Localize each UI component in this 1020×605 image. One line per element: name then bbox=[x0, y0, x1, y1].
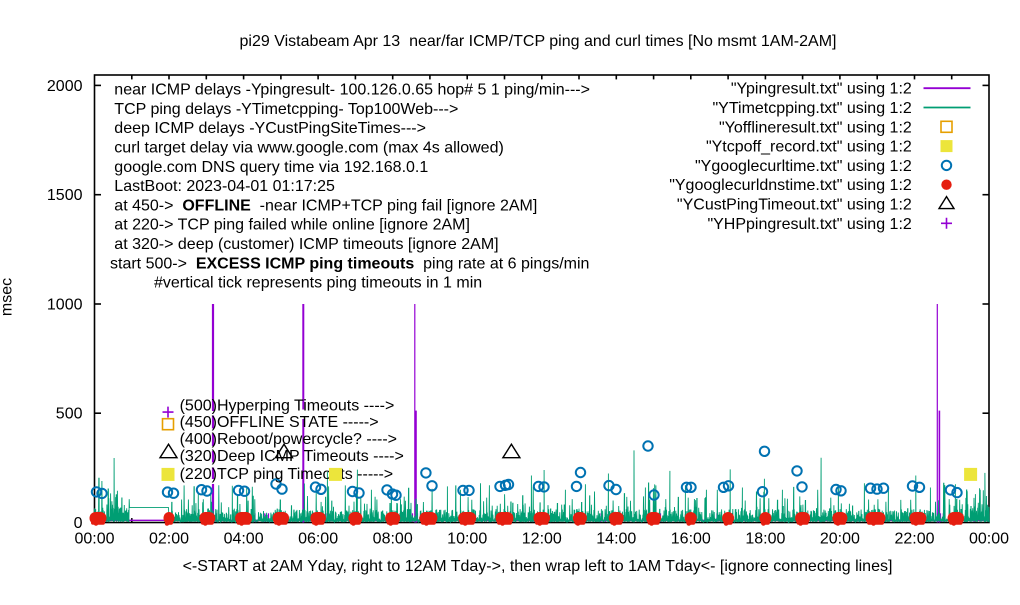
svg-text:02:00: 02:00 bbox=[149, 531, 189, 548]
svg-text:1500: 1500 bbox=[47, 187, 83, 204]
svg-text:12:00: 12:00 bbox=[522, 531, 562, 548]
svg-text:1000: 1000 bbox=[47, 297, 83, 314]
svg-text:deep ICMP delays -YCustPingSit: deep ICMP delays -YCustPingSiteTimes---> bbox=[114, 120, 426, 137]
svg-text:(500)Hyperping Timeouts ---->: (500)Hyperping Timeouts ----> bbox=[180, 398, 395, 415]
svg-text:google.com DNS query time via: google.com DNS query time via 192.168.0.… bbox=[114, 159, 428, 176]
svg-text:"Ygooglecurldnstime.txt" using: "Ygooglecurldnstime.txt" using 1:2 bbox=[669, 177, 912, 194]
svg-text:pi29 Vistabeam Apr 13 near/fa: pi29 Vistabeam Apr 13 near/far ICMP/TCP … bbox=[240, 33, 837, 50]
svg-text:"Yofflineresult.txt" using 1:2: "Yofflineresult.txt" using 1:2 bbox=[719, 119, 912, 136]
svg-text:20:00: 20:00 bbox=[820, 531, 860, 548]
svg-text:(450)OFFLINE STATE ----->: (450)OFFLINE STATE -----> bbox=[180, 414, 379, 431]
svg-text:"YCustPingTimeout.txt" using 1: "YCustPingTimeout.txt" using 1:2 bbox=[677, 197, 912, 214]
svg-text:06:00: 06:00 bbox=[298, 531, 338, 548]
svg-text:00:00: 00:00 bbox=[74, 531, 114, 548]
svg-text:18:00: 18:00 bbox=[745, 531, 785, 548]
svg-text:start 500-> EXCESS ICMP ping: start 500-> EXCESS ICMP ping timeouts pi… bbox=[110, 255, 589, 272]
svg-text:near ICMP delays -Ypingresult-: near ICMP delays -Ypingresult- 100.126.0… bbox=[114, 82, 590, 99]
svg-text:at 450-> OFFLINE -near ICMP+: at 450-> OFFLINE -near ICMP+TCP ping fai… bbox=[114, 197, 537, 214]
svg-text:<-START at 2AM Yday, right to: <-START at 2AM Yday, right to 12AM Tday-… bbox=[183, 558, 893, 575]
svg-text:"YTimetcpping.txt" using 1:2: "YTimetcpping.txt" using 1:2 bbox=[712, 100, 911, 117]
svg-text:(400)Reboot/powercycle? ---->: (400)Reboot/powercycle? ----> bbox=[180, 431, 397, 448]
svg-text:500: 500 bbox=[56, 406, 83, 423]
svg-text:msec: msec bbox=[0, 278, 16, 316]
svg-text:16:00: 16:00 bbox=[671, 531, 711, 548]
svg-text:22:00: 22:00 bbox=[894, 531, 934, 548]
svg-text:curl target delay via www.goog: curl target delay via www.google.com (ma… bbox=[114, 140, 504, 157]
svg-text:(220)TCP ping Timeouts ----->: (220)TCP ping Timeouts -----> bbox=[180, 466, 394, 483]
svg-text:08:00: 08:00 bbox=[373, 531, 413, 548]
svg-text:#vertical tick represents ping: #vertical tick represents ping timeouts … bbox=[154, 275, 482, 292]
svg-text:04:00: 04:00 bbox=[224, 531, 264, 548]
svg-text:LastBoot: 2023-04-01 01:17:25: LastBoot: 2023-04-01 01:17:25 bbox=[114, 178, 335, 195]
svg-text:14:00: 14:00 bbox=[596, 531, 636, 548]
svg-text:10:00: 10:00 bbox=[447, 531, 487, 548]
svg-text:at 320-> deep (customer) ICMP: at 320-> deep (customer) ICMP timeouts [… bbox=[114, 236, 498, 253]
svg-text:at 220-> TCP ping failed while: at 220-> TCP ping failed while online [i… bbox=[114, 217, 470, 234]
svg-text:"Ytcpoff_record.txt" using 1:2: "Ytcpoff_record.txt" using 1:2 bbox=[706, 139, 912, 156]
svg-text:0: 0 bbox=[74, 515, 83, 532]
svg-text:2000: 2000 bbox=[47, 78, 83, 95]
svg-text:"YHPpingresult.txt" using 1:2: "YHPpingresult.txt" using 1:2 bbox=[707, 216, 911, 233]
svg-text:"Ypingresult.txt" using 1:2: "Ypingresult.txt" using 1:2 bbox=[731, 81, 912, 98]
svg-text:TCP ping delays -YTimetcpping-: TCP ping delays -YTimetcpping- Top100Web… bbox=[114, 101, 458, 118]
svg-text:"Ygooglecurltime.txt" using 1:: "Ygooglecurltime.txt" using 1:2 bbox=[695, 158, 912, 175]
svg-text:00:00: 00:00 bbox=[969, 531, 1009, 548]
